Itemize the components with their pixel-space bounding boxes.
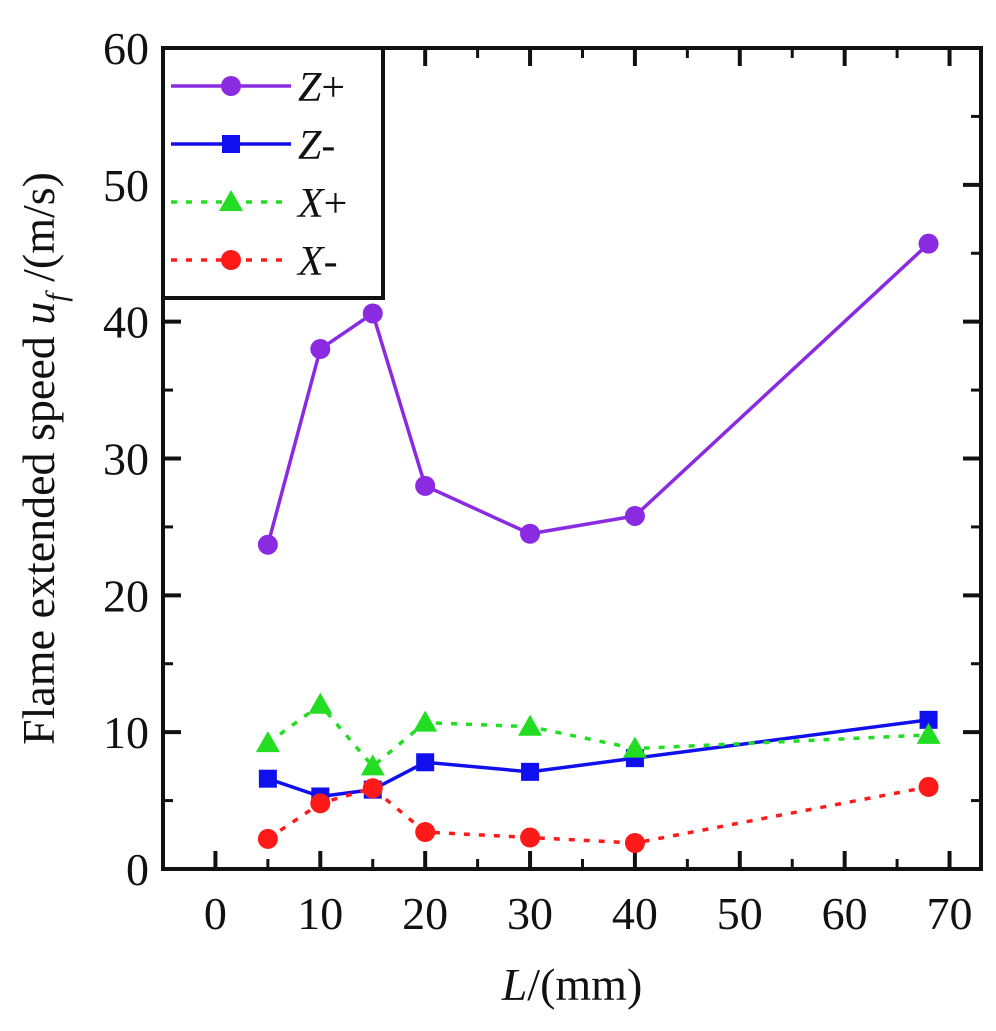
data-point-z-plus	[310, 339, 331, 360]
legend-label-x-minus: X-	[296, 239, 338, 285]
x-tick-label: 70	[927, 888, 973, 939]
data-point-z-plus	[415, 475, 436, 496]
data-point-x-plus	[360, 754, 385, 776]
series-line-x-plus	[266, 702, 929, 769]
y-tick-label: 60	[103, 23, 149, 74]
data-point-x-plus	[916, 722, 941, 744]
y-axis-title-suffix: /(m/s)	[13, 172, 64, 293]
data-point-z-plus	[624, 505, 645, 526]
x-tick-label: 10	[297, 888, 343, 939]
data-point-x-minus	[624, 833, 645, 854]
legend-box	[161, 46, 385, 300]
y-tick-label: 50	[103, 160, 149, 211]
data-point-x-minus	[257, 828, 278, 849]
legend-marker-z-plus	[221, 76, 241, 96]
x-tick-label: 50	[717, 888, 763, 939]
legend-label-sign: -	[321, 123, 335, 169]
x-axis-title-var: L	[501, 959, 528, 1010]
legend-label-letter: X	[296, 239, 326, 285]
x-tick-label: 20	[402, 888, 448, 939]
data-point-x-minus	[415, 822, 436, 843]
data-point-x-minus	[918, 776, 939, 797]
data-point-z-minus	[416, 753, 435, 772]
series-x-plus	[255, 692, 941, 776]
legend-marker-x-minus	[221, 250, 241, 270]
x-axis-title-unit: /(mm)	[527, 959, 642, 1010]
data-point-z-minus	[521, 762, 540, 781]
series-layer	[255, 233, 941, 854]
data-point-x-plus	[622, 736, 647, 758]
data-point-x-minus	[520, 827, 541, 848]
legend: Z+Z-X+X-	[161, 46, 385, 300]
x-tick-label: 0	[204, 888, 227, 939]
x-tick-label: 40	[612, 888, 658, 939]
legend-label-sign: +	[321, 65, 345, 111]
data-point-x-plus	[413, 710, 438, 732]
data-point-x-minus	[362, 778, 383, 799]
y-axis-title: Flame extended speed uf /(m/s)	[13, 172, 73, 745]
y-tick-label: 0	[126, 844, 149, 895]
data-point-z-plus	[362, 303, 383, 324]
data-point-x-minus	[310, 793, 331, 814]
y-tick-label: 40	[103, 297, 149, 348]
x-axis-title: L/(mm)	[501, 959, 643, 1010]
legend-label-sign: +	[324, 181, 348, 227]
data-point-x-plus	[308, 692, 333, 714]
data-point-x-plus	[255, 731, 280, 753]
y-axis-title-var: u	[13, 302, 64, 325]
legend-label-letter: X	[296, 181, 326, 227]
data-point-z-minus	[919, 710, 938, 729]
y-tick-label: 30	[103, 434, 149, 485]
y-tick-label: 10	[103, 707, 149, 758]
axes-layer: 0 10 20 30 40 50 60 70 0 10 20 30 40 50 60	[103, 23, 983, 939]
legend-label-sign: -	[324, 239, 338, 285]
data-point-x-plus	[518, 714, 543, 736]
series-z-plus	[257, 233, 939, 555]
x-tick-label: 60	[822, 888, 868, 939]
data-point-z-plus	[520, 523, 541, 544]
data-point-z-plus	[918, 233, 939, 254]
y-tick-label: 20	[103, 570, 149, 621]
legend-label-x-plus: X+	[296, 181, 347, 227]
legend-label-letter: Z	[298, 123, 322, 169]
legend-label-z-minus: Z-	[298, 123, 335, 169]
series-x-minus	[257, 776, 939, 854]
y-axis-title-prefix: Flame extended speed	[13, 325, 64, 745]
legend-marker-x-plus	[219, 190, 243, 211]
legend-label-letter: Z	[298, 65, 322, 111]
data-point-z-plus	[257, 534, 278, 555]
data-point-z-minus	[258, 769, 277, 788]
x-tick-label: 30	[507, 888, 553, 939]
legend-marker-z-minus	[222, 135, 240, 153]
legend-label-z-plus: Z+	[298, 65, 345, 111]
